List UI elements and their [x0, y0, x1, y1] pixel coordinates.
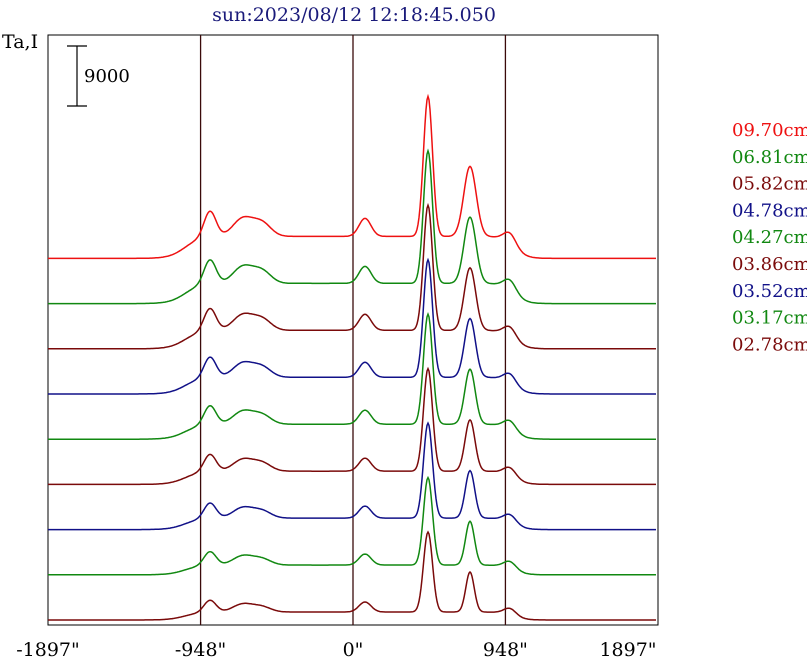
legend-entry: 04.27cm [732, 227, 807, 248]
x-tick-label: -948" [175, 639, 226, 661]
vertical-lines [199, 35, 507, 625]
x-tick-labels: -1897" -948" 0" 948" 1897" [16, 639, 656, 661]
legend-entry: 04.78cm [732, 200, 807, 221]
series-line-05.82cm [48, 202, 656, 350]
legend-entry: 02.78cm [732, 334, 807, 355]
series-line-04.78cm [48, 257, 656, 395]
traces [48, 93, 656, 621]
legend-entry: 05.82cm [732, 174, 807, 195]
x-tick-label: 1897" [599, 639, 656, 661]
legend-entry: 09.70cm [732, 120, 807, 141]
legend-entry: 06.81cm [732, 147, 807, 168]
series-line-03.86cm [48, 366, 656, 486]
scale-bar-label: 9000 [84, 66, 130, 87]
series-line-09.70cm [48, 93, 656, 260]
legend: 09.70cm 06.81cm 05.82cm 04.78cm 04.27cm 03.86… [732, 120, 807, 355]
scale-bar: 9000 [67, 45, 130, 107]
x-tick-label: 948" [483, 639, 528, 661]
legend-entry: 03.52cm [732, 281, 807, 302]
legend-entry: 03.86cm [732, 254, 807, 275]
series-line-03.17cm [48, 475, 656, 576]
y-axis-label: Ta,I [2, 31, 38, 53]
series-line-06.81cm [48, 148, 656, 305]
x-tick-label: -1897" [16, 639, 80, 661]
chart-title: sun:2023/08/12 12:18:45.050 [212, 4, 496, 26]
series-line-02.78cm [48, 530, 656, 621]
x-tick-label: 0" [343, 639, 364, 661]
series-line-04.27cm [48, 312, 656, 440]
legend-entry: 03.17cm [732, 308, 807, 329]
series-line-03.52cm [48, 421, 656, 531]
